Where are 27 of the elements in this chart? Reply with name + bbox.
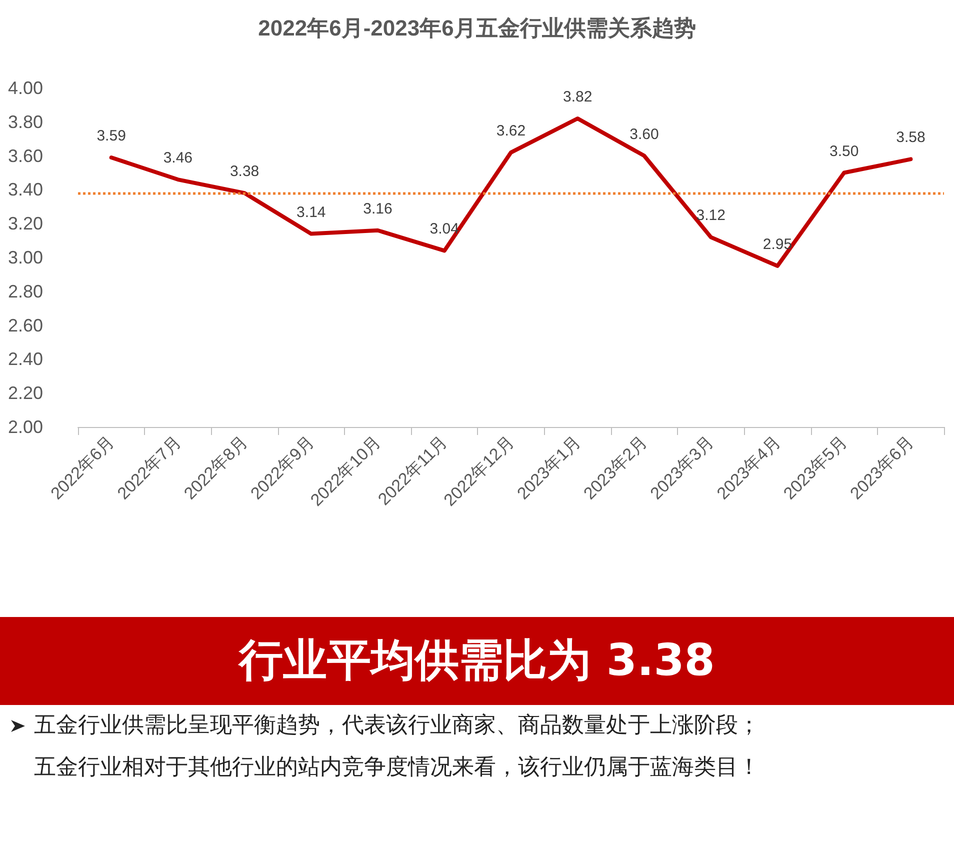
data-label: 3.50: [829, 142, 859, 160]
data-label: 2.95: [762, 236, 792, 253]
y-tick-label: 3.20: [8, 214, 44, 234]
chart-title: 2022年6月-2023年6月五金行业供需关系趋势: [258, 16, 696, 40]
y-tick-label: 3.60: [8, 146, 44, 166]
y-tick-label: 2.80: [8, 281, 44, 302]
data-label: 3.38: [230, 163, 260, 180]
text: 五金行业供需比呈现平衡趋势，代表该行业商家、商品数量处于上涨阶段；: [33, 712, 761, 740]
data-label: 3.59: [96, 127, 126, 144]
data-label: 3.62: [496, 122, 526, 140]
data-label: 3.46: [163, 150, 193, 167]
data-label: 3.12: [696, 207, 726, 224]
y-tick-label: 3.80: [8, 112, 44, 132]
data-label: 3.14: [296, 204, 326, 221]
data-label: 3.82: [563, 88, 592, 106]
y-tick-label: 3.40: [8, 180, 44, 200]
data-label: 3.58: [896, 129, 926, 146]
text: 行业平均供需比为 3.38: [0, 617, 954, 705]
data-label: 3.60: [630, 126, 659, 143]
y-tick-label: 2.60: [8, 315, 44, 336]
y-tick-label: 3.00: [8, 248, 44, 268]
data-label: 3.16: [363, 200, 392, 218]
y-tick-label: 2.20: [8, 383, 44, 404]
y-tick-label: 2.40: [8, 349, 44, 370]
y-tick-label: 4.00: [8, 78, 44, 98]
y-tick-label: 2.00: [8, 417, 44, 437]
text: 五金行业相对于其他行业的站内竞争度情况来看，该行业仍属于蓝海类目！: [33, 754, 761, 782]
